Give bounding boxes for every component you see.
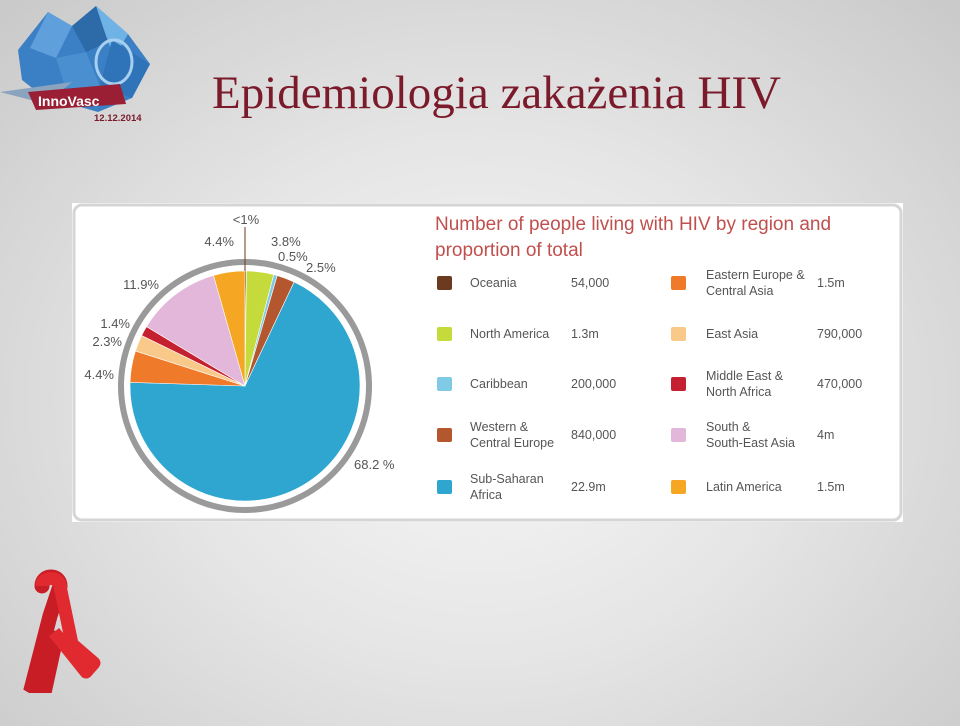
percent-label-oceania: <1% bbox=[233, 212, 260, 227]
logo-name: InnoVasc bbox=[38, 93, 100, 109]
percent-label-latin-america: 4.4% bbox=[204, 234, 234, 249]
percent-label-eastern-europe-and-central-asia: 4.4% bbox=[84, 367, 114, 382]
percent-label-middle-east-and-north-africa: 1.4% bbox=[100, 316, 130, 331]
legend-value: 22.9m bbox=[571, 480, 606, 494]
legend-swatch bbox=[671, 428, 686, 442]
legend-value: 200,000 bbox=[571, 377, 617, 391]
legend-label: Western & Central Europe bbox=[470, 420, 555, 450]
legend-label: Middle East & North Africa bbox=[706, 369, 784, 399]
legend-swatch bbox=[437, 377, 452, 391]
legend-swatch bbox=[437, 327, 452, 341]
legend: Oceania 54,000 North America 1.3m Caribbean 2… bbox=[72, 203, 903, 522]
pie-group bbox=[118, 259, 372, 513]
legend-value: 840,000 bbox=[571, 428, 617, 442]
legend-swatch bbox=[671, 276, 686, 290]
percent-labels: <1% 3.8%0.5%2.5% 68.2 % 4.4% 2.3% 1.4% 11.9% 4.… bbox=[84, 212, 395, 472]
legend-label: Latin America bbox=[706, 480, 782, 494]
chart-title: Number of people living with HIV by regi… bbox=[435, 214, 832, 261]
legend-swatch bbox=[671, 480, 686, 494]
percent-label-south-and-south-east-asia: 11.9% bbox=[123, 277, 159, 292]
percent-label-sub-saharan-africa: 68.2 % bbox=[354, 457, 395, 472]
legend-value: 1.5m bbox=[817, 480, 845, 494]
legend-value: 790,000 bbox=[817, 327, 863, 341]
legend-swatch bbox=[671, 377, 686, 391]
legend-value: 4m bbox=[817, 428, 835, 442]
legend-label: South & South-East Asia bbox=[706, 420, 795, 450]
percent-label-east-asia: 2.3% bbox=[92, 334, 122, 349]
legend-label: Eastern Europe & Central Asia bbox=[706, 268, 805, 298]
legend-swatch bbox=[437, 480, 452, 494]
chart-svg: <1% 3.8%0.5%2.5% 68.2 % 4.4% 2.3% 1.4% 11.9% 4.… bbox=[72, 203, 903, 522]
legend-label: North America bbox=[470, 327, 550, 341]
legend-label: Sub-Saharan Africa bbox=[470, 472, 544, 502]
legend-label: Caribbean bbox=[470, 377, 528, 391]
legend-label: Oceania bbox=[470, 276, 517, 290]
legend-label: East Asia bbox=[706, 327, 759, 341]
legend-value: 1.5m bbox=[817, 276, 845, 290]
chart-figure: <1% 3.8% 0.5% 2.5% 68.2 % 4.4% 2.3% 1.4% 11.9% 4.… bbox=[72, 203, 903, 522]
legend-value: 1.3m bbox=[571, 327, 599, 341]
logo-date: 12.12.2014 bbox=[94, 113, 142, 124]
legend-value: 54,000 bbox=[571, 276, 610, 290]
percent-label-western-and-central-europe: 2.5% bbox=[306, 260, 336, 275]
percent-label-caribbean: 0.5% bbox=[278, 249, 308, 264]
red-ribbon-icon bbox=[23, 569, 101, 693]
slide-title: Epidemiologia zakażenia HIV bbox=[212, 67, 781, 119]
pie-slice-south-and-south-east-asia bbox=[146, 275, 246, 387]
legend-swatch bbox=[437, 276, 452, 290]
percent-label-north-america: 3.8% bbox=[271, 234, 301, 249]
legend-value: 470,000 bbox=[817, 377, 863, 391]
legend-swatch bbox=[437, 428, 452, 442]
pie-slice-sub-saharan-africa bbox=[129, 281, 361, 502]
innovasc-logo: InnoVasc 12.12.2014 bbox=[0, 6, 150, 124]
legend-swatch bbox=[671, 327, 686, 341]
